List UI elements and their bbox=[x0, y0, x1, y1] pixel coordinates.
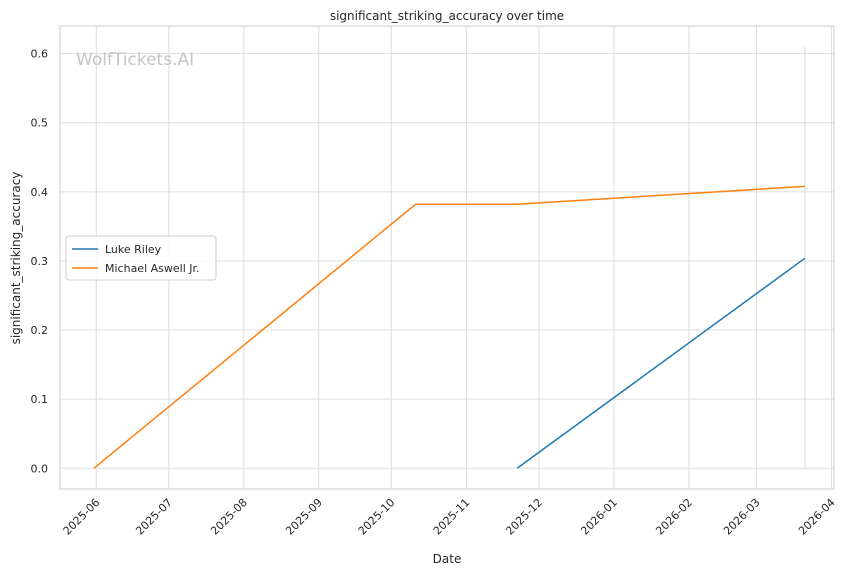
legend: Luke Riley Michael Aswell Jr. bbox=[65, 235, 217, 281]
y-axis-label: significant_striking_accuracy bbox=[9, 172, 23, 345]
y-tick-label: 0.5 bbox=[31, 117, 49, 130]
plot-frame bbox=[59, 25, 835, 490]
watermark: WolfTickets.AI bbox=[76, 50, 194, 70]
grid bbox=[60, 26, 834, 489]
legend-label-luke-riley: Luke Riley bbox=[105, 243, 162, 256]
series-line-michael-aswell-jr bbox=[93, 185, 806, 469]
y-tick-label: 0.0 bbox=[31, 462, 49, 475]
y-tick-label: 0.4 bbox=[31, 186, 49, 199]
x-axis-label: Date bbox=[433, 552, 462, 566]
y-tick-label: 0.2 bbox=[31, 324, 49, 337]
y-tick-label: 0.1 bbox=[31, 393, 49, 406]
chart-title: significant_striking_accuracy over time bbox=[330, 9, 564, 23]
y-tick-label: 0.6 bbox=[31, 48, 49, 61]
series-line-luke-riley bbox=[516, 257, 806, 469]
y-tick-label: 0.3 bbox=[31, 255, 49, 268]
legend-label-michael-aswell-jr: Michael Aswell Jr. bbox=[105, 262, 200, 275]
series-layer bbox=[93, 185, 806, 469]
legend-box bbox=[65, 235, 217, 281]
